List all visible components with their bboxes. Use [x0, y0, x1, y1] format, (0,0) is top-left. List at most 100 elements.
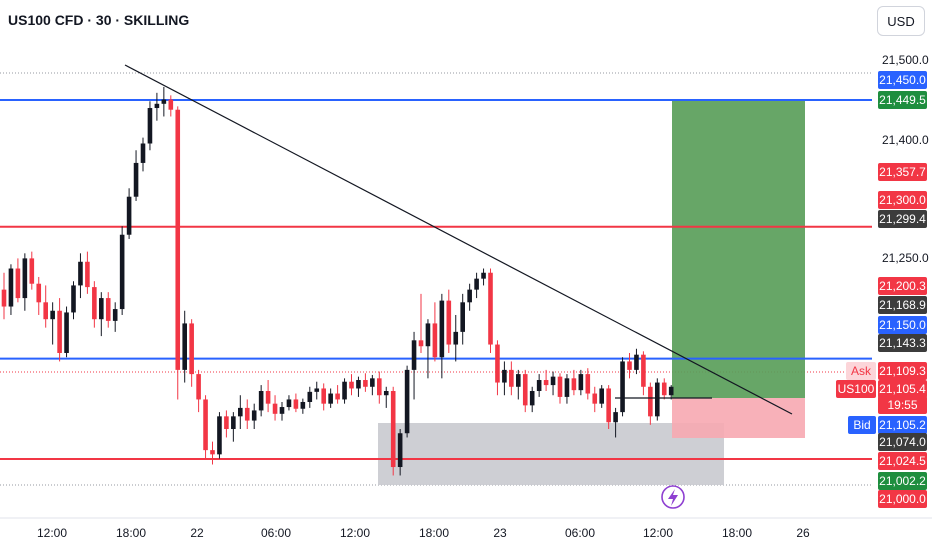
candle[interactable]	[655, 378, 660, 421]
candle[interactable]	[126, 188, 132, 239]
candle[interactable]	[265, 380, 271, 413]
candle[interactable]	[363, 373, 368, 392]
candle[interactable]	[22, 253, 28, 311]
candle[interactable]	[196, 369, 201, 413]
candle[interactable]	[314, 381, 320, 400]
candle[interactable]	[592, 386, 598, 413]
candle[interactable]	[92, 281, 97, 328]
candle[interactable]	[648, 382, 653, 425]
candle[interactable]	[432, 302, 438, 362]
target-zone[interactable]	[672, 100, 805, 398]
stop-zone[interactable]	[672, 398, 805, 438]
candle[interactable]	[1, 272, 7, 320]
candle[interactable]	[661, 378, 667, 400]
candle[interactable]	[258, 385, 264, 417]
candle[interactable]	[550, 371, 556, 396]
candle[interactable]	[446, 289, 452, 353]
candle[interactable]	[557, 373, 563, 404]
candle[interactable]	[439, 293, 445, 379]
candle[interactable]	[133, 150, 139, 201]
candle[interactable]	[474, 272, 479, 299]
descending-trendline[interactable]	[124, 64, 793, 415]
candle[interactable]	[43, 285, 48, 328]
candle[interactable]	[606, 385, 611, 430]
candle[interactable]	[404, 365, 410, 438]
candle[interactable]	[71, 281, 76, 320]
currency-button[interactable]: USD	[877, 6, 925, 36]
candle[interactable]	[286, 395, 292, 411]
candle[interactable]	[627, 352, 632, 379]
candle[interactable]	[251, 403, 257, 430]
candle[interactable]	[599, 385, 604, 408]
candle[interactable]	[481, 268, 486, 286]
candle[interactable]	[140, 137, 146, 172]
candle[interactable]	[613, 407, 618, 438]
candle[interactable]	[495, 340, 500, 396]
candle[interactable]	[488, 268, 493, 353]
candle[interactable]	[668, 385, 674, 400]
candle[interactable]	[634, 348, 639, 375]
candle[interactable]	[356, 376, 361, 397]
candle[interactable]	[536, 374, 542, 397]
candle[interactable]	[418, 293, 424, 353]
candle[interactable]	[29, 251, 35, 290]
candle[interactable]	[105, 292, 111, 328]
candle[interactable]	[578, 369, 584, 396]
candle[interactable]	[522, 369, 528, 413]
candle[interactable]	[217, 412, 222, 459]
candle[interactable]	[509, 361, 514, 396]
candle[interactable]	[370, 374, 375, 396]
candle[interactable]	[203, 395, 208, 459]
demand-zone[interactable]	[378, 423, 724, 485]
candle[interactable]	[272, 395, 278, 421]
candle[interactable]	[425, 319, 431, 379]
candle[interactable]	[210, 441, 215, 465]
candle[interactable]	[293, 393, 299, 413]
candle[interactable]	[585, 368, 591, 400]
candle[interactable]	[112, 302, 118, 332]
candle[interactable]	[397, 429, 403, 476]
candle[interactable]	[467, 283, 472, 311]
candle[interactable]	[224, 410, 229, 438]
candle[interactable]	[543, 369, 549, 392]
candle[interactable]	[50, 302, 55, 345]
candle[interactable]	[182, 310, 187, 383]
candle[interactable]	[154, 92, 160, 121]
candle[interactable]	[641, 351, 646, 396]
candle[interactable]	[390, 386, 396, 476]
lightning-icon[interactable]	[661, 485, 685, 509]
candle[interactable]	[244, 399, 250, 430]
candle[interactable]	[15, 258, 21, 303]
candle[interactable]	[175, 106, 181, 400]
candle[interactable]	[571, 369, 577, 396]
candle[interactable]	[168, 95, 174, 117]
candle[interactable]	[57, 298, 62, 362]
candle[interactable]	[564, 374, 570, 404]
candle[interactable]	[377, 371, 382, 404]
candle[interactable]	[307, 386, 313, 408]
candle[interactable]	[620, 357, 625, 417]
candle[interactable]	[279, 401, 285, 421]
candle[interactable]	[383, 386, 389, 408]
candle[interactable]	[321, 383, 326, 411]
candle[interactable]	[147, 101, 153, 151]
candle[interactable]	[161, 86, 167, 117]
candle[interactable]	[529, 386, 535, 413]
candle[interactable]	[99, 292, 104, 337]
candle[interactable]	[335, 385, 340, 404]
candle[interactable]	[64, 306, 69, 358]
candle[interactable]	[238, 395, 243, 430]
candle[interactable]	[78, 253, 83, 299]
candle[interactable]	[300, 398, 306, 414]
candle[interactable]	[36, 276, 42, 315]
candle[interactable]	[349, 374, 354, 396]
candle[interactable]	[231, 412, 236, 442]
candle[interactable]	[516, 369, 521, 400]
candle[interactable]	[119, 226, 125, 315]
candle[interactable]	[342, 378, 347, 404]
candle[interactable]	[460, 293, 465, 345]
candle[interactable]	[189, 319, 194, 387]
candle[interactable]	[411, 331, 417, 400]
candle[interactable]	[453, 314, 459, 362]
